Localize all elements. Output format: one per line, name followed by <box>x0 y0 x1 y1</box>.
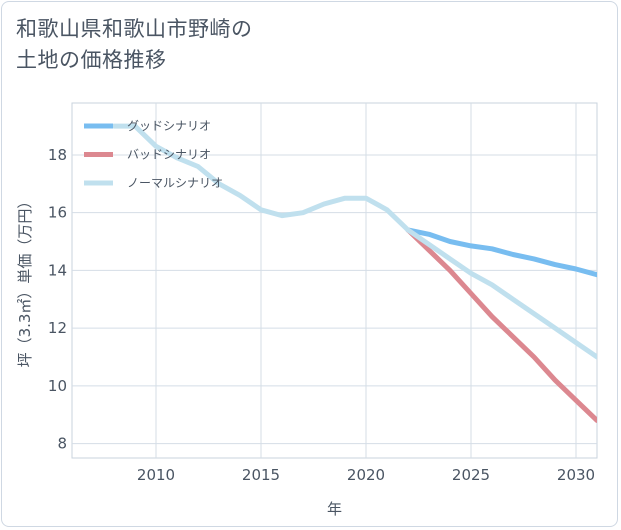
x-tick-label: 2010 <box>137 466 175 484</box>
chart-title: 和歌山県和歌山市野崎の 土地の価格推移 <box>16 14 253 76</box>
y-tick-label: 16 <box>48 204 67 222</box>
plot-frame <box>71 102 598 459</box>
axes: 2010 2015 2020 2025 2030 8 10 12 14 16 18 年 坪（3.3㎡）単… <box>16 146 595 518</box>
series-line-1 <box>405 227 597 278</box>
x-tick-label: 2030 <box>557 466 595 484</box>
title-line-1: 和歌山県和歌山市野崎の <box>16 17 253 41</box>
series-line-2 <box>405 227 597 423</box>
y-tick-label: 12 <box>48 319 67 337</box>
x-tick-label: 2015 <box>242 466 280 484</box>
y-tick-label: 10 <box>48 377 67 395</box>
y-tick-label: 14 <box>48 261 67 279</box>
x-tick-label: 2020 <box>347 466 385 484</box>
series-lines <box>111 123 597 423</box>
x-axis-title: 年 <box>327 500 342 518</box>
series-line-3 <box>111 123 597 360</box>
x-tick-label: 2025 <box>452 466 490 484</box>
title-line-2: 土地の価格推移 <box>16 48 167 72</box>
legend-label-2: バッドシナリオ <box>127 148 211 162</box>
y-tick-label: 8 <box>57 435 67 453</box>
legend-label-3: ノーマルシナリオ <box>127 176 223 190</box>
y-tick-label: 18 <box>48 146 67 164</box>
legend-label-1: グッドシナリオ <box>127 119 211 133</box>
y-axis-title: 坪（3.3㎡）単価（万円） <box>16 194 34 368</box>
